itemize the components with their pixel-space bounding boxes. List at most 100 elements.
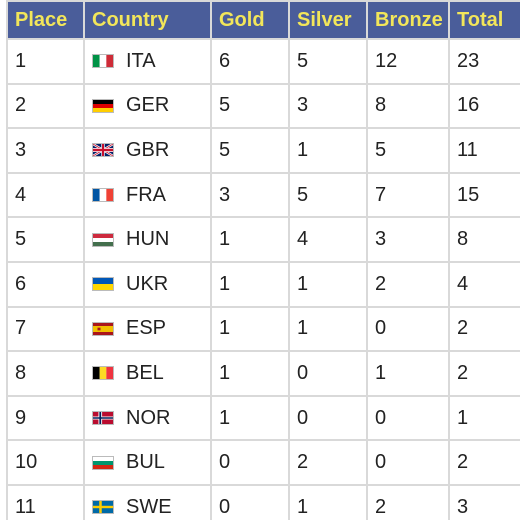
bronze-cell: 2	[366, 483, 450, 520]
country-cell: ITA	[83, 38, 212, 85]
place-cell: 11	[6, 483, 85, 520]
total-cell: 16	[448, 82, 520, 130]
country-cell: FRA	[83, 171, 212, 219]
gold-cell: 5	[210, 82, 290, 130]
silver-cell: 1	[288, 483, 368, 520]
table-body: 1 ITA 6 5 12 23 2 GER 5 3 8 16 3 GBR 5 1 5 11 4 FRA 3 5 7 15 5 HU…	[6, 38, 520, 520]
silver-cell: 4	[288, 216, 368, 263]
country-code: ESP	[126, 317, 167, 340]
gold-cell: 3	[210, 171, 290, 219]
sweden-flag-icon	[92, 500, 114, 515]
silver-cell: 0	[288, 394, 368, 442]
place-cell: 5	[6, 216, 85, 263]
country-code: HUN	[126, 228, 170, 251]
bronze-cell: 0	[366, 305, 450, 353]
silver-cell: 1	[288, 305, 368, 353]
country-cell: BEL	[83, 350, 212, 397]
gold-cell: 1	[210, 394, 290, 442]
silver-cell: 3	[288, 82, 368, 130]
total-cell: 23	[448, 38, 520, 85]
table-row[interactable]: 1 ITA 6 5 12 23	[6, 38, 520, 85]
belgium-flag-icon	[92, 366, 114, 381]
place-cell: 2	[6, 82, 85, 130]
country-code: FRA	[126, 183, 166, 206]
total-cell: 2	[448, 350, 520, 397]
silver-cell: 2	[288, 439, 368, 486]
place-cell: 8	[6, 350, 85, 397]
place-cell: 1	[6, 38, 85, 85]
table-row[interactable]: 11 SWE 0 1 2 3	[6, 483, 520, 520]
country-code: UKR	[126, 272, 169, 295]
silver-cell: 1	[288, 127, 368, 174]
country-code: GBR	[126, 138, 170, 161]
header-bronze[interactable]: Bronze	[366, 0, 450, 40]
hungary-flag-icon	[92, 232, 114, 247]
gold-cell: 1	[210, 305, 290, 353]
bronze-cell: 5	[366, 127, 450, 174]
place-cell: 4	[6, 171, 85, 219]
country-cell: GBR	[83, 127, 212, 174]
country-cell: GER	[83, 82, 212, 130]
table-row[interactable]: 9 NOR 1 0 0 1	[6, 394, 520, 442]
header-silver[interactable]: Silver	[288, 0, 368, 40]
bronze-cell: 3	[366, 216, 450, 263]
bulgaria-flag-icon	[92, 455, 114, 470]
header-country[interactable]: Country	[83, 0, 212, 40]
bronze-cell: 1	[366, 350, 450, 397]
bronze-cell: 8	[366, 82, 450, 130]
total-cell: 2	[448, 439, 520, 486]
country-code: SWE	[126, 495, 172, 518]
silver-cell: 5	[288, 171, 368, 219]
table-row[interactable]: 8 BEL 1 0 1 2	[6, 350, 520, 397]
country-cell: ESP	[83, 305, 212, 353]
medal-table-container: Place Country Gold Silver Bronze Total 1…	[6, 0, 520, 520]
total-cell: 11	[448, 127, 520, 174]
table-row[interactable]: 6 UKR 1 1 2 4	[6, 260, 520, 308]
country-cell: BUL	[83, 439, 212, 486]
header-total[interactable]: Total	[448, 0, 520, 40]
ukraine-flag-icon	[92, 277, 114, 292]
place-cell: 6	[6, 260, 85, 308]
table-row[interactable]: 4 FRA 3 5 7 15	[6, 171, 520, 219]
total-cell: 2	[448, 305, 520, 353]
italy-flag-icon	[92, 54, 114, 69]
total-cell: 8	[448, 216, 520, 263]
header-place[interactable]: Place	[6, 0, 85, 40]
gold-cell: 1	[210, 350, 290, 397]
table-row[interactable]: 7 ESP 1 1 0 2	[6, 305, 520, 353]
table-row[interactable]: 3 GBR 5 1 5 11	[6, 127, 520, 174]
country-code: GER	[126, 94, 170, 117]
gold-cell: 0	[210, 483, 290, 520]
total-cell: 15	[448, 171, 520, 219]
header-row: Place Country Gold Silver Bronze Total	[6, 0, 520, 40]
header-gold[interactable]: Gold	[210, 0, 290, 40]
table-row[interactable]: 10 BUL 0 2 0 2	[6, 439, 520, 486]
uk-flag-icon	[92, 143, 114, 158]
germany-flag-icon	[92, 98, 114, 113]
silver-cell: 0	[288, 350, 368, 397]
place-cell: 7	[6, 305, 85, 353]
gold-cell: 1	[210, 216, 290, 263]
country-code: BUL	[126, 451, 165, 474]
total-cell: 1	[448, 394, 520, 442]
country-code: ITA	[126, 49, 156, 72]
table-row[interactable]: 5 HUN 1 4 3 8	[6, 216, 520, 263]
gold-cell: 0	[210, 439, 290, 486]
country-cell: HUN	[83, 216, 212, 263]
bronze-cell: 0	[366, 394, 450, 442]
country-code: BEL	[126, 361, 164, 384]
place-cell: 9	[6, 394, 85, 442]
spain-flag-icon	[92, 321, 114, 336]
country-cell: NOR	[83, 394, 212, 442]
medal-table: Place Country Gold Silver Bronze Total 1…	[6, 0, 520, 520]
france-flag-icon	[92, 188, 114, 203]
silver-cell: 5	[288, 38, 368, 85]
gold-cell: 6	[210, 38, 290, 85]
bronze-cell: 2	[366, 260, 450, 308]
bronze-cell: 12	[366, 38, 450, 85]
bronze-cell: 0	[366, 439, 450, 486]
country-code: NOR	[126, 406, 171, 429]
table-row[interactable]: 2 GER 5 3 8 16	[6, 82, 520, 130]
gold-cell: 1	[210, 260, 290, 308]
country-cell: UKR	[83, 260, 212, 308]
